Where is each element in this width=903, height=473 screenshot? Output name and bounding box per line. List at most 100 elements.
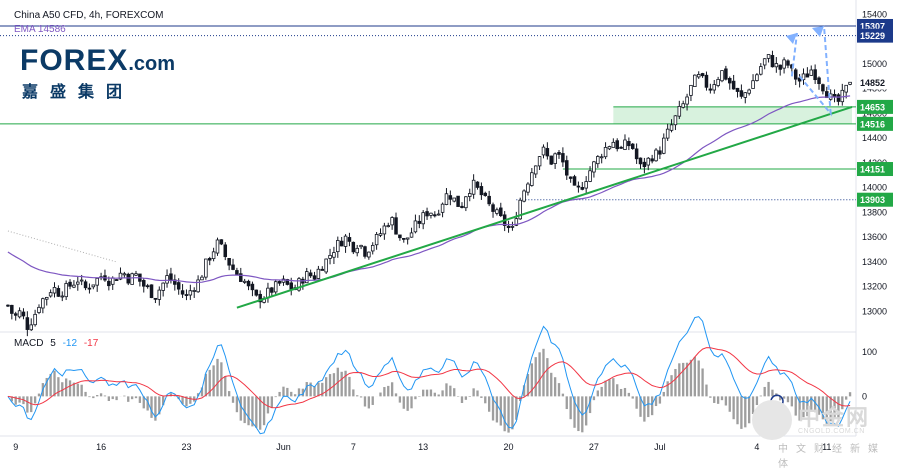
candle-body [786,60,790,66]
candle-body [425,211,429,217]
candle-body [479,186,484,196]
candle-body [596,156,600,165]
candle-body [848,81,852,85]
level-label-14653: 14653 [860,102,885,112]
candle-body [6,304,10,307]
candle-body [669,124,674,131]
candle-body [588,170,592,182]
candle-body [429,212,433,216]
candle-body [134,273,138,276]
candle-body [204,258,208,278]
symbol-title: China A50 CFD, 4h, FOREXCOM [14,10,164,21]
candle-body [196,279,200,293]
candle-body [114,279,119,281]
candle-body [471,179,476,195]
candle-body [107,280,111,287]
candle-body [145,285,150,288]
level-label-14852: 14852 [860,78,885,88]
candle-body [518,199,522,220]
candle-body [413,220,418,233]
candle-body [336,240,340,253]
candle-body [642,161,647,168]
candle-body [378,233,383,236]
candle-body [394,217,398,235]
candle-body [809,69,814,76]
candle-body [817,77,821,85]
candle-body [693,74,697,87]
macd-label: MACD [14,338,44,349]
candle-body [634,148,639,160]
candle-body [759,66,763,75]
candle-body [320,268,325,271]
candle-body [662,137,666,154]
candle-body [561,153,565,163]
candle-body [188,290,193,296]
candle-body [29,324,33,331]
candle-body [456,195,460,207]
macd-tick-label: 0 [862,391,867,401]
candle-body [592,161,596,173]
candle-body [727,77,732,84]
candle-body [526,183,530,193]
candle-body [506,225,511,229]
candle-body [650,158,654,162]
candle-body [142,280,146,287]
price-tick-label: 15400 [862,9,887,19]
candle-body [533,165,538,175]
candle-body [615,140,619,150]
candle-body [72,284,76,288]
candle-body [239,273,243,282]
candle-body [510,225,515,228]
price-tick-label: 13600 [862,232,887,242]
watermark-main: 中金网 [798,405,871,430]
logo-suffix: .com [128,53,176,75]
candle-body [328,254,332,259]
ema-value: 14586 [37,24,66,35]
candle-body [677,106,682,117]
candle-body [467,193,472,197]
price-tick-label: 13400 [862,257,887,267]
candle-body [270,287,274,293]
logo-subtitle: 嘉盛集团 [22,84,135,101]
date-tick-label: 9 [13,442,18,452]
candle-body [464,196,468,209]
uptrend-line [236,105,853,309]
macd-fast: 5 [50,338,56,349]
candle-body [840,89,845,103]
level-label-15307: 15307 [860,21,885,31]
candle-body [487,195,491,205]
candle-body [568,176,573,179]
candle-body [324,258,328,273]
level-label-15229: 15229 [860,31,885,41]
candle-body [351,241,356,253]
candle-body [161,282,165,291]
projection-path [798,25,832,117]
logo-brand: FOREX [20,44,129,77]
old-trendline [7,230,117,263]
candle-body [200,276,204,281]
candle-body [499,207,503,217]
forex-logo: FOREX.com 嘉盛集团 [20,44,175,102]
candle-body [21,311,26,317]
candle-body [421,212,425,225]
candle-body [580,187,585,190]
date-tick-label: 16 [96,442,106,452]
macd-signal: -17 [83,338,99,349]
candle-body [52,286,57,294]
candle-body [436,213,441,216]
projection-arrowhead-2 [786,33,797,45]
level-box-15229 [857,28,893,43]
candle-body [813,69,817,81]
projection-short [790,32,798,77]
candle-body [219,239,224,245]
candle-body [258,293,262,303]
candle-body [751,80,755,89]
support-zone [613,106,852,124]
candle-body [448,195,453,200]
candle-body [273,281,278,293]
date-tick-label: 23 [181,442,191,452]
candle-body [440,203,445,213]
candle-body [10,304,14,314]
